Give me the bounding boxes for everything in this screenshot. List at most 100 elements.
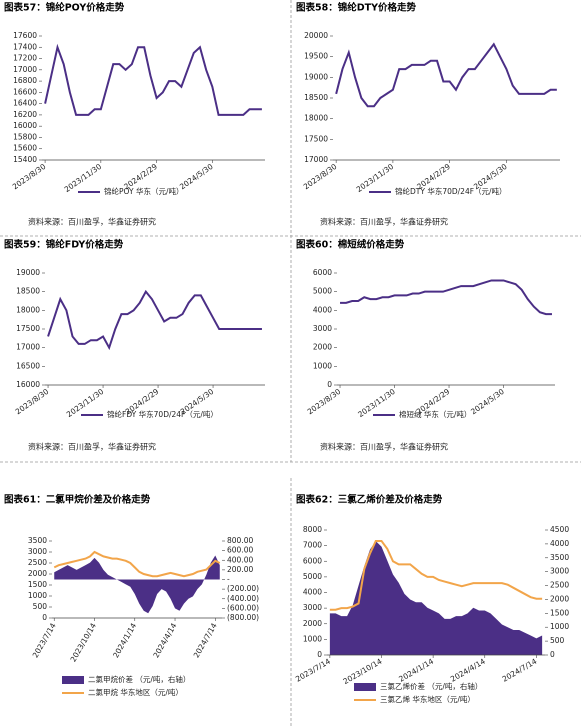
y2-tick-label: 4000 xyxy=(550,539,569,548)
y2-tick-label: 200.00 xyxy=(227,565,253,574)
line xyxy=(329,539,543,611)
legend-label: 棉短绒 华东（元/吨） xyxy=(399,409,471,419)
chart-title: 图表58：锦纶DTY价格走势 xyxy=(296,2,416,14)
x-tick-label: 2024/1/14 xyxy=(397,657,435,684)
x-tick-label: 2023/8/30 xyxy=(302,162,339,192)
y-tick-label: 2500 xyxy=(28,558,47,567)
chart-title: 图表57：锦纶POY价格走势 xyxy=(4,2,125,14)
area xyxy=(329,541,543,655)
area xyxy=(54,555,220,614)
x-tick-label: 2024/4/14 xyxy=(151,621,178,659)
x-tick-label: 2024/7/14 xyxy=(192,621,219,659)
y-tick-label: 17200 xyxy=(13,54,37,63)
y2-tick-label: 2500 xyxy=(550,581,569,590)
x-tick-label: 2023/7/14 xyxy=(294,657,332,684)
x-tick-label: 2023/11/30 xyxy=(355,162,396,194)
y-tick-label: 0 xyxy=(317,650,322,659)
x-tick-label: 2024/4/14 xyxy=(449,657,487,684)
legend-label: 二氯甲烷 华东地区（元/吨） xyxy=(88,687,183,697)
x-tick-label: 2024/1/14 xyxy=(111,621,138,659)
y-tick-label: 17600 xyxy=(13,31,37,40)
line xyxy=(53,550,221,578)
x-tick-label: 2024/7/14 xyxy=(501,657,539,684)
line xyxy=(335,42,557,108)
legend-label: 三氯乙烯价差 （元/吨，右轴） xyxy=(380,681,482,691)
y-tick-label: 15600 xyxy=(13,144,37,153)
y2-tick-label: 1000 xyxy=(550,622,569,631)
y-tick-label: 1500 xyxy=(28,580,47,589)
y-tick-label: 17000 xyxy=(16,343,40,352)
source: 资料来源：百川盈孚，华鑫证券研究 xyxy=(28,442,156,452)
x-tick-label: 2024/5/30 xyxy=(469,387,506,417)
y-tick-label: 4000 xyxy=(303,588,322,597)
y-tick-label: 18500 xyxy=(16,287,40,296)
y-tick-label: 20000 xyxy=(304,31,328,40)
y-tick-label: 17000 xyxy=(304,155,328,164)
y-tick-label: 2000 xyxy=(28,569,47,578)
y-tick-label: 19000 xyxy=(16,268,40,277)
y-tick-label: 1000 xyxy=(313,361,332,370)
chart-title: 图表60：棉短绒价格走势 xyxy=(296,239,405,251)
y-tick-label: 0 xyxy=(42,613,47,622)
chart-title: 图表62：三氯乙烯价差及价格走势 xyxy=(296,494,443,506)
y-tick-label: 3000 xyxy=(28,547,47,556)
y-tick-label: 0 xyxy=(327,380,332,389)
y2-tick-label: 2000 xyxy=(550,594,569,603)
legend-label: 三氯乙烯 华东地区（元/吨） xyxy=(380,694,475,704)
y2-tick-label: 3500 xyxy=(550,553,569,562)
y-tick-label: 16400 xyxy=(13,99,37,108)
y-tick-label: 18000 xyxy=(304,114,328,123)
y-tick-label: 17500 xyxy=(16,324,40,333)
x-tick-label: 2023/7/14 xyxy=(31,621,58,659)
y2-tick-label: (800.00) xyxy=(227,613,259,622)
line xyxy=(340,279,552,316)
y-tick-label: 19000 xyxy=(304,72,328,81)
y-tick-label: 3000 xyxy=(313,324,332,333)
y-tick-label: 16500 xyxy=(16,361,40,370)
x-tick-label: 2023/10/14 xyxy=(69,621,99,663)
y-tick-label: 17000 xyxy=(13,65,37,74)
y2-tick-label: 500 xyxy=(550,636,565,645)
y2-tick-label: 800.00 xyxy=(227,536,253,545)
y-tick-label: 16600 xyxy=(13,87,37,96)
y-tick-label: 4000 xyxy=(313,305,332,314)
y-tick-label: 3500 xyxy=(28,536,47,545)
y-tick-label: 1000 xyxy=(28,591,47,600)
y-tick-label: 17500 xyxy=(304,134,328,143)
y-tick-label: 6000 xyxy=(313,268,332,277)
x-tick-label: 2023/8/30 xyxy=(14,387,51,417)
y-tick-label: 17400 xyxy=(13,42,37,51)
y2-tick-label: - xyxy=(227,575,230,584)
y-tick-label: 5000 xyxy=(313,287,332,296)
y-tick-label: 16000 xyxy=(16,380,40,389)
x-tick-label: 2023/8/30 xyxy=(306,387,343,417)
chart-title: 图表61：二氯甲烷价差及价格走势 xyxy=(4,494,151,506)
chart-title: 图表59：锦纶FDY价格走势 xyxy=(4,239,124,251)
line xyxy=(44,43,262,116)
y-tick-label: 8000 xyxy=(303,525,322,534)
source: 资料来源：百川盈孚，华鑫证券研究 xyxy=(320,442,448,452)
y-tick-label: 15800 xyxy=(13,132,37,141)
y2-tick-label: (400.00) xyxy=(227,594,259,603)
y-tick-label: 5000 xyxy=(303,572,322,581)
y2-tick-label: (600.00) xyxy=(227,603,259,612)
y2-tick-label: 4500 xyxy=(550,525,569,534)
y-tick-label: 6000 xyxy=(303,556,322,565)
y2-tick-label: 3000 xyxy=(550,567,569,576)
y2-tick-label: 1500 xyxy=(550,608,569,617)
legend-swatch xyxy=(354,683,376,691)
x-tick-label: 2023/11/30 xyxy=(63,162,104,194)
x-tick-label: 2023/8/30 xyxy=(11,162,48,192)
y2-tick-label: 0 xyxy=(550,650,555,659)
legend-label: 锦纶DTY 华东70D/24F（元/吨） xyxy=(395,186,507,196)
y2-tick-label: 600.00 xyxy=(227,546,253,555)
source: 资料来源：百川盈孚，华鑫证券研究 xyxy=(28,217,156,227)
legend-label: 锦纶FDY 华东70D/24F（元/吨） xyxy=(107,409,218,419)
source: 资料来源：百川盈孚，华鑫证券研究 xyxy=(320,217,448,227)
legend-label: 锦纶POY 华东（元/吨） xyxy=(104,186,184,196)
y-tick-label: 15400 xyxy=(13,155,37,164)
y-tick-label: 16800 xyxy=(13,76,37,85)
legend-label: 二氯甲烷价差 （元/吨，右轴） xyxy=(88,674,190,684)
y-tick-label: 3000 xyxy=(303,603,322,612)
